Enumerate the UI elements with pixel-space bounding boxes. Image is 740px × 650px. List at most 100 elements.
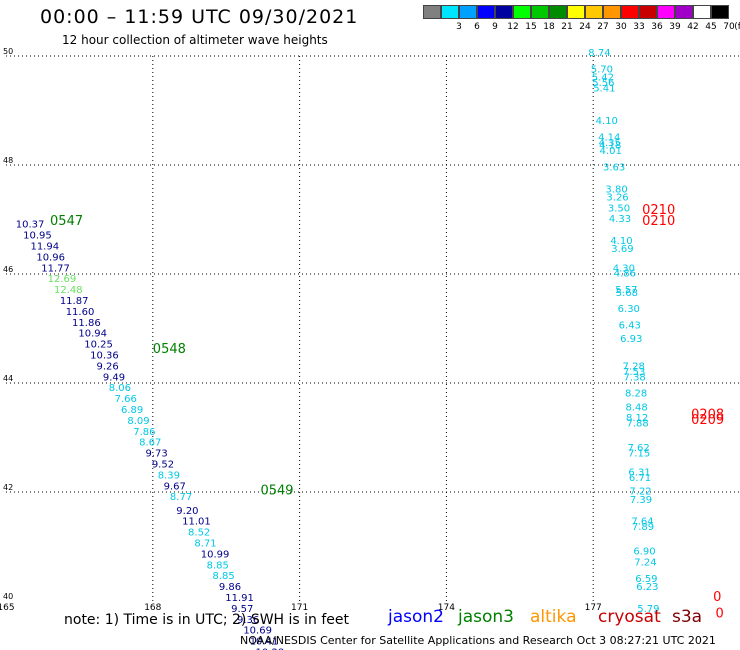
legend-swatch: [567, 5, 585, 19]
wave-height-value: 12.48: [54, 285, 83, 296]
legend-swatch: [675, 5, 693, 19]
wave-height-value: 7.24: [634, 558, 656, 569]
wave-height-value: 10.28: [256, 648, 285, 650]
wave-height-value: 4.01: [600, 146, 622, 157]
wave-height-value: 11.94: [30, 241, 59, 252]
wave-height-value: 3.63: [603, 162, 625, 173]
wave-height-value: 6.93: [620, 334, 642, 345]
wave-height-value: 3.26: [606, 192, 628, 203]
wave-height-value: 7.86: [133, 427, 155, 438]
wave-height-value: 9.73: [145, 449, 167, 460]
legend-label: 21: [561, 22, 573, 32]
wave-height-value: 6.43: [619, 321, 641, 332]
wave-height-value: 9.26: [97, 361, 119, 372]
y-tick-label: 46: [3, 265, 13, 274]
legend-label: 15: [525, 22, 537, 32]
wave-height-value: 10.41: [250, 637, 279, 648]
legend-swatch: [477, 5, 495, 19]
wave-height-value: 8.09: [127, 416, 149, 427]
footer-note: note: 1) Time is in UTC; 2) SWH is in fe…: [64, 612, 350, 628]
pass-time-label: 0: [713, 590, 721, 605]
legend-label: 39: [669, 22, 681, 32]
wave-height-value: 7.62: [627, 443, 649, 454]
legend-swatch: [459, 5, 477, 19]
legend-label: 12: [507, 22, 519, 32]
wave-height-value: 6.23: [636, 582, 658, 593]
wave-height-value: 4.10: [596, 116, 618, 127]
legend-swatch: [531, 5, 549, 19]
wave-height-value: 8.85: [212, 571, 234, 582]
x-tick-label: 168: [144, 603, 161, 613]
wave-height-value: 3.80: [605, 184, 627, 195]
legend-label: 30: [615, 22, 627, 32]
wave-height-value: 9.52: [152, 459, 174, 470]
wave-height-value: 9.67: [164, 481, 186, 492]
pass-time-label: 0210: [642, 203, 675, 218]
wave-height-value: 6.30: [618, 304, 640, 315]
wave-height-value: 9.36: [237, 615, 259, 626]
wave-height-value: 10.69: [243, 626, 272, 637]
wave-height-value: 10.37: [16, 220, 45, 231]
legend-swatch: [639, 5, 657, 19]
chart-subtitle: 12 hour collection of altimeter wave hei…: [62, 33, 328, 47]
legend-swatch: [441, 5, 459, 19]
wave-height-value: 4.86: [614, 269, 636, 280]
credit-line: NOAA/NESDIS Center for Satellite Applica…: [240, 634, 716, 647]
wave-height-value: 4.18: [599, 141, 621, 152]
pass-time-label: 0210: [642, 214, 675, 229]
wave-height-value: 4.30: [613, 263, 635, 274]
x-tick-label: 177: [585, 603, 602, 613]
wave-height-value: 8.39: [158, 470, 180, 481]
satellite-cryosat: cryosat: [598, 607, 661, 627]
x-tick-label: 171: [291, 603, 308, 613]
wave-height-value: 5.79: [637, 604, 659, 615]
x-tick-label: 174: [438, 603, 455, 613]
wave-height-value: 7.22: [629, 487, 651, 498]
wave-height-value: 5.56: [592, 78, 614, 89]
legend-label: 18: [543, 22, 555, 32]
wave-height-value: 11.60: [66, 307, 95, 318]
wave-height-value: 11.01: [182, 517, 211, 528]
legend-label: 6: [474, 22, 480, 32]
wave-height-value: 11.91: [225, 593, 254, 604]
wave-height-value: 9.57: [231, 604, 253, 615]
wave-height-value: 8.52: [188, 528, 210, 539]
satellite-s3a: s3a: [672, 607, 703, 627]
y-tick-label: 40: [3, 592, 13, 601]
y-tick-label: 50: [3, 47, 13, 56]
wave-height-value: 10.99: [201, 549, 230, 560]
wave-height-value: 8.74: [588, 48, 610, 59]
legend-swatch: [621, 5, 639, 19]
legend-label: 36: [651, 22, 663, 32]
wave-height-value: 8.85: [207, 560, 229, 571]
legend-label: 42: [687, 22, 699, 32]
pass-time-label: 0547: [50, 214, 83, 229]
y-tick-label: 42: [3, 483, 13, 492]
wave-height-value: 10.95: [23, 231, 52, 242]
wave-height-value: 5.57: [615, 285, 637, 296]
legend-label: 9: [492, 22, 498, 32]
legend-label: 70: [723, 22, 735, 32]
wave-height-value: 11.86: [72, 318, 101, 329]
wave-height-value: 4.35: [599, 138, 621, 149]
wave-height-value: 3.50: [608, 203, 630, 214]
wave-height-value: 8.48: [625, 402, 647, 413]
wave-height-value: 7.15: [628, 449, 650, 460]
legend-swatch: [423, 5, 441, 19]
legend-label: 3: [456, 22, 462, 32]
wave-height-value: 7.53: [623, 367, 645, 378]
legend-swatch: [603, 5, 621, 19]
legend-label: 45: [705, 22, 717, 32]
pass-time-label: 0: [716, 606, 724, 621]
pass-time-label: 0209: [691, 413, 724, 428]
wave-height-value: 7.64: [631, 517, 653, 528]
legend-swatch: [711, 5, 729, 19]
wave-height-value: 10.25: [84, 340, 113, 351]
wave-height-value: 10.94: [78, 329, 107, 340]
wave-height-value: 6.59: [635, 574, 657, 585]
y-tick-label: 48: [3, 156, 13, 165]
satellite-altika: altika: [530, 607, 577, 627]
wave-height-value: 11.77: [41, 263, 70, 274]
wave-height-value: 9.20: [176, 506, 198, 517]
